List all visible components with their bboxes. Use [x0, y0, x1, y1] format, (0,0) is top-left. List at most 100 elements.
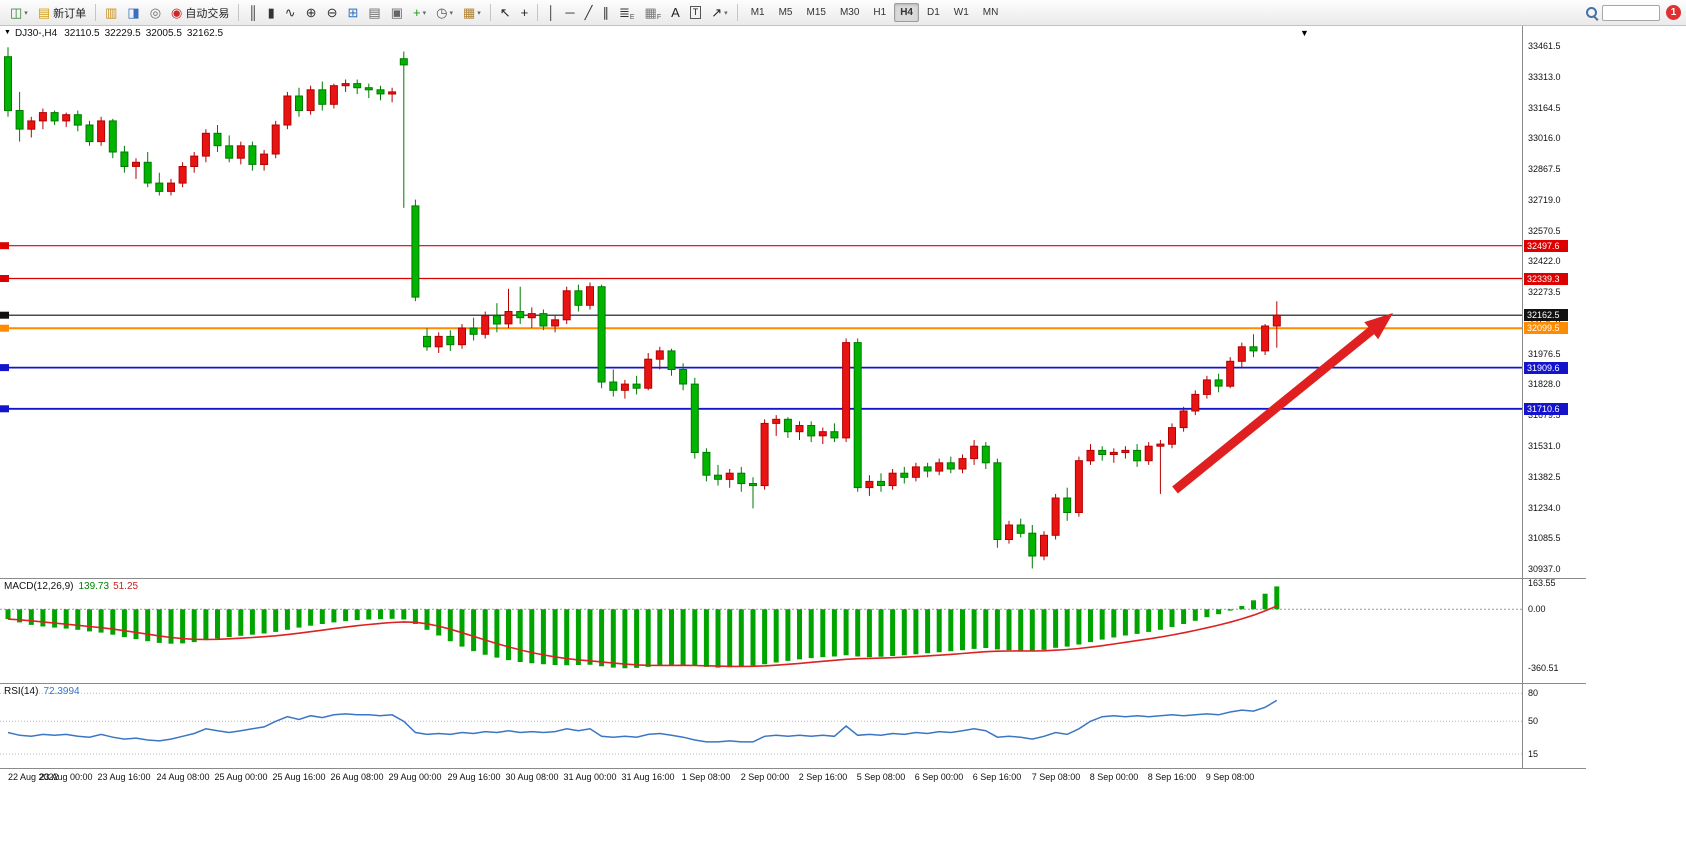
toolbar-separator: [736, 4, 738, 21]
candle-body: [993, 462, 1002, 540]
candles-mode-button[interactable]: ▮: [264, 2, 279, 24]
templates-button[interactable]: ▦ ▾: [459, 2, 485, 24]
gann-tool-icon: ▦: [644, 4, 657, 20]
tile-windows-button[interactable]: ⊞: [343, 2, 362, 24]
timeframe-d1[interactable]: D1: [927, 7, 940, 18]
candle-body: [306, 89, 315, 111]
macd-axis[interactable]: 163.55 0.00 -360.51: [1522, 578, 1586, 683]
timeframe-m15[interactable]: M15: [806, 7, 826, 18]
candle-body: [329, 85, 338, 105]
fibonacci-tool-button[interactable]: ≣ E: [615, 2, 639, 24]
notification-badge[interactable]: 1: [1666, 5, 1681, 20]
channel-tool-button[interactable]: ∥: [598, 2, 613, 24]
search-box[interactable]: [1585, 4, 1660, 21]
time-axis-label: 22 Aug 2022: [8, 772, 59, 782]
candle-body: [1074, 460, 1083, 514]
candle-body: [737, 472, 746, 485]
timeframe-h1[interactable]: H1: [873, 7, 887, 18]
time-axis[interactable]: 22 Aug 2022 23 Aug 00:00 23 Aug 16:00 24 Au…: [0, 768, 1586, 786]
price-level-box: 31710.6: [1524, 403, 1568, 415]
time-axis-label: 1 Sep 08:00: [681, 772, 731, 782]
time-axis-label: 8 Sep 16:00: [1147, 772, 1197, 782]
rsi-canvas[interactable]: [0, 684, 1522, 768]
price-axis[interactable]: 33461.5 33313.0 33164.5 33016.0 32867.5 32719…: [1522, 26, 1586, 578]
price-level-box: 32162.5: [1524, 309, 1568, 321]
data-window-button[interactable]: ◨: [123, 2, 143, 24]
chart-shift-marker[interactable]: ▼: [1300, 28, 1309, 38]
zoom-in-button[interactable]: ⊕: [302, 2, 321, 24]
candle-body: [877, 480, 885, 486]
cascade-windows-button[interactable]: ▣: [387, 2, 407, 24]
candle-body: [1237, 346, 1246, 362]
bars-mode-button[interactable]: ║: [244, 2, 261, 24]
candle-body: [807, 425, 816, 437]
candle-body: [597, 286, 606, 383]
timeframe-m1[interactable]: M1: [750, 7, 765, 18]
new-order-button[interactable]: ▤ 新订单: [34, 2, 90, 24]
indicators-button[interactable]: + ▾: [409, 2, 430, 24]
time-axis-label: 24 Aug 08:00: [156, 772, 210, 782]
timeframe-m30[interactable]: M30: [839, 7, 860, 18]
candle-body: [981, 445, 990, 464]
chart-dropdown-icon[interactable]: ▼: [4, 29, 11, 36]
candle-body: [574, 290, 583, 306]
candle-body: [85, 124, 94, 143]
new-chart-button[interactable]: ◫ ▾: [6, 2, 32, 24]
navigator-button[interactable]: ◎: [146, 2, 165, 24]
candle-body: [795, 425, 804, 433]
zoom-out-button[interactable]: ⊖: [323, 2, 342, 24]
candle-body: [1028, 532, 1037, 557]
time-axis-label: 29 Aug 00:00: [388, 772, 442, 782]
auto-trading-button[interactable]: ◉ 自动交易: [167, 2, 233, 24]
timeframe-mn[interactable]: MN: [982, 7, 999, 18]
line-mode-button[interactable]: ∿: [281, 2, 300, 24]
auto-trading-icon: ◉: [171, 4, 183, 20]
rsi-axis[interactable]: 80 50 15: [1522, 683, 1586, 768]
horizontal-line-tool-button[interactable]: ─: [561, 2, 578, 24]
rsi-axis-label: 15: [1528, 749, 1539, 759]
market-watch-button[interactable]: ▥: [101, 2, 121, 24]
candle-body: [900, 472, 909, 478]
candle-body: [1261, 325, 1270, 352]
macd-canvas[interactable]: [0, 579, 1522, 683]
arrows-tool-button[interactable]: ↗ ▾: [707, 2, 731, 24]
periods-button[interactable]: ◷ ▾: [432, 2, 457, 24]
candle-body: [1051, 497, 1060, 536]
candle-body: [364, 87, 373, 91]
arrange-windows-button[interactable]: ▤: [364, 2, 384, 24]
candle-body: [295, 95, 303, 111]
gann-tool-button[interactable]: ▦ F: [641, 2, 666, 24]
trendline-tool-button[interactable]: ╱: [581, 2, 597, 24]
price-tick-label: 30937.0: [1528, 564, 1561, 574]
timeframe-h4[interactable]: H4: [894, 3, 919, 22]
toolbar-separator: [489, 4, 491, 21]
new-chart-button-caret: ▾: [24, 9, 28, 17]
macd-axis-label: -360.51: [1528, 663, 1559, 673]
label-tool-button[interactable]: T: [686, 2, 706, 24]
zoom-out-icon: ⊖: [326, 4, 338, 20]
crosshair-tool-button[interactable]: +: [517, 2, 533, 24]
level-left-tag: [0, 405, 9, 413]
price-chart-canvas[interactable]: [0, 26, 1522, 578]
search-icon: [1585, 6, 1598, 19]
text-tool-button[interactable]: A: [667, 2, 684, 24]
candle-body: [62, 114, 71, 122]
search-input[interactable]: [1602, 4, 1660, 21]
vertical-line-tool-button[interactable]: │: [543, 2, 559, 24]
candle-body: [434, 335, 443, 348]
cursor-tool-button[interactable]: ↖: [496, 2, 515, 24]
candle-body: [655, 350, 664, 360]
macd-name: MACD(12,26,9): [4, 581, 74, 592]
periods-button-caret: ▾: [449, 9, 453, 17]
zoom-in-icon: ⊕: [305, 4, 317, 20]
candle-body: [1109, 451, 1118, 455]
rsi-line: [7, 699, 1278, 743]
timeframe-m5[interactable]: M5: [778, 7, 793, 18]
timeframe-w1[interactable]: W1: [953, 7, 969, 18]
candle-body: [958, 458, 967, 470]
macd-axis-label: 0.00: [1528, 604, 1546, 614]
candle-body: [50, 112, 59, 122]
trend-arrow-shaft[interactable]: [1172, 327, 1375, 494]
candle-body: [504, 311, 513, 325]
price-tick-label: 32273.5: [1528, 287, 1561, 297]
